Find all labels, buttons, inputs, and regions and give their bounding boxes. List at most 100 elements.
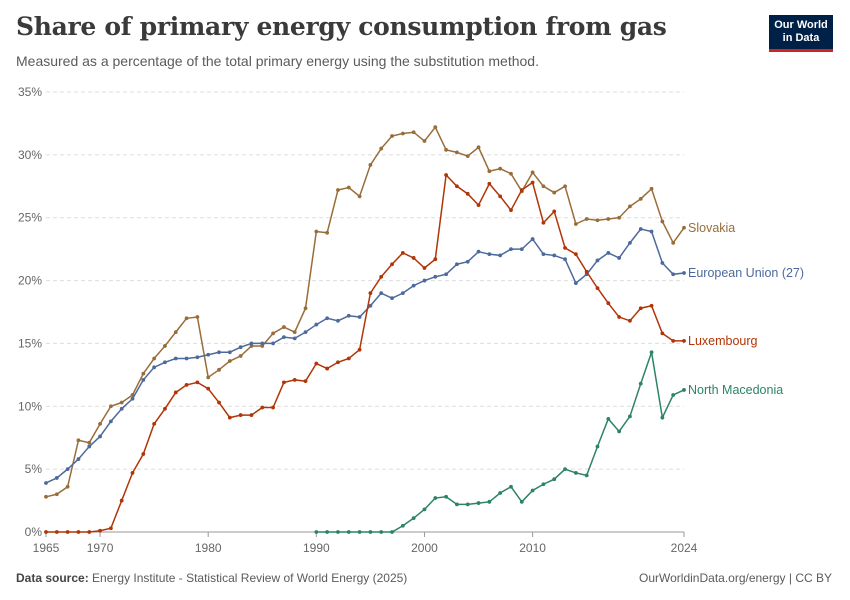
- data-point[interactable]: [65, 467, 70, 472]
- data-point[interactable]: [98, 528, 102, 533]
- data-point[interactable]: [552, 209, 557, 214]
- data-point[interactable]: [173, 390, 178, 395]
- data-point[interactable]: [682, 388, 686, 392]
- data-point[interactable]: [271, 341, 275, 346]
- data-point[interactable]: [649, 303, 654, 308]
- data-point[interactable]: [379, 146, 384, 151]
- data-point[interactable]: [314, 530, 319, 534]
- data-point[interactable]: [303, 306, 308, 311]
- data-point[interactable]: [455, 184, 459, 189]
- data-point[interactable]: [584, 473, 589, 478]
- data-point[interactable]: [411, 256, 416, 260]
- data-point[interactable]: [346, 313, 351, 318]
- data-point[interactable]: [638, 381, 643, 386]
- data-point[interactable]: [422, 507, 427, 512]
- data-point[interactable]: [271, 331, 275, 336]
- series-line-luxembourg[interactable]: [46, 173, 684, 533]
- data-point[interactable]: [487, 181, 492, 186]
- data-point[interactable]: [173, 330, 178, 335]
- data-point[interactable]: [422, 278, 427, 283]
- data-point[interactable]: [411, 130, 416, 135]
- data-point[interactable]: [498, 194, 503, 199]
- data-point[interactable]: [476, 501, 481, 505]
- data-point[interactable]: [606, 301, 611, 306]
- data-point[interactable]: [217, 367, 221, 372]
- data-point[interactable]: [476, 203, 481, 208]
- data-point[interactable]: [400, 291, 405, 296]
- data-point[interactable]: [595, 286, 600, 291]
- data-point[interactable]: [336, 318, 340, 323]
- data-point[interactable]: [108, 419, 113, 424]
- data-point[interactable]: [455, 502, 459, 507]
- data-point[interactable]: [573, 471, 578, 475]
- data-point[interactable]: [411, 516, 416, 521]
- series-european-union-27[interactable]: [44, 227, 686, 485]
- data-point[interactable]: [628, 414, 632, 419]
- data-point[interactable]: [206, 375, 211, 380]
- data-point[interactable]: [563, 184, 567, 189]
- data-point[interactable]: [433, 257, 438, 262]
- data-point[interactable]: [271, 405, 275, 410]
- data-point[interactable]: [606, 217, 611, 221]
- data-point[interactable]: [98, 434, 102, 439]
- data-point[interactable]: [649, 229, 654, 234]
- data-point[interactable]: [249, 341, 254, 346]
- data-point[interactable]: [184, 383, 189, 387]
- data-point[interactable]: [400, 523, 405, 528]
- data-point[interactable]: [628, 204, 632, 209]
- data-point[interactable]: [606, 251, 611, 255]
- data-point[interactable]: [65, 530, 70, 534]
- data-point[interactable]: [563, 245, 567, 250]
- data-point[interactable]: [660, 261, 665, 265]
- data-point[interactable]: [303, 379, 308, 384]
- data-point[interactable]: [195, 315, 200, 319]
- data-point[interactable]: [552, 190, 557, 195]
- data-point[interactable]: [487, 499, 492, 504]
- data-point[interactable]: [65, 484, 70, 489]
- series-north-macedonia[interactable]: [314, 350, 686, 534]
- data-point[interactable]: [465, 154, 470, 159]
- data-point[interactable]: [281, 325, 286, 329]
- data-point[interactable]: [509, 171, 513, 176]
- data-point[interactable]: [595, 444, 600, 449]
- data-point[interactable]: [465, 259, 470, 264]
- data-point[interactable]: [130, 471, 135, 475]
- data-point[interactable]: [173, 356, 178, 361]
- data-point[interactable]: [509, 208, 513, 213]
- data-point[interactable]: [325, 230, 330, 235]
- data-point[interactable]: [638, 196, 643, 201]
- data-point[interactable]: [617, 215, 622, 220]
- data-point[interactable]: [617, 256, 622, 260]
- data-point[interactable]: [325, 316, 330, 321]
- data-point[interactable]: [87, 440, 92, 445]
- series-line-north-macedonia[interactable]: [316, 351, 685, 533]
- data-point[interactable]: [433, 496, 438, 500]
- data-point[interactable]: [152, 365, 157, 370]
- data-point[interactable]: [206, 352, 211, 357]
- series-line-slovakia[interactable]: [45, 125, 685, 498]
- data-point[interactable]: [98, 421, 102, 426]
- data-point[interactable]: [314, 322, 319, 327]
- data-point[interactable]: [141, 371, 146, 376]
- data-point[interactable]: [357, 347, 362, 352]
- data-point[interactable]: [444, 494, 449, 499]
- data-point[interactable]: [260, 341, 265, 346]
- data-point[interactable]: [390, 530, 394, 534]
- series-slovakia[interactable]: [44, 125, 686, 499]
- data-point[interactable]: [390, 296, 394, 301]
- data-point[interactable]: [573, 252, 578, 257]
- data-point[interactable]: [336, 188, 340, 192]
- data-point[interactable]: [76, 530, 81, 534]
- data-point[interactable]: [54, 476, 59, 480]
- data-point[interactable]: [444, 272, 449, 277]
- data-point[interactable]: [368, 163, 373, 167]
- data-point[interactable]: [649, 186, 654, 191]
- data-point[interactable]: [195, 355, 200, 360]
- data-point[interactable]: [541, 220, 546, 225]
- data-point[interactable]: [638, 227, 643, 231]
- data-point[interactable]: [249, 413, 254, 417]
- data-point[interactable]: [379, 530, 384, 534]
- data-point[interactable]: [422, 266, 427, 270]
- data-point[interactable]: [281, 380, 286, 385]
- data-point[interactable]: [390, 262, 394, 267]
